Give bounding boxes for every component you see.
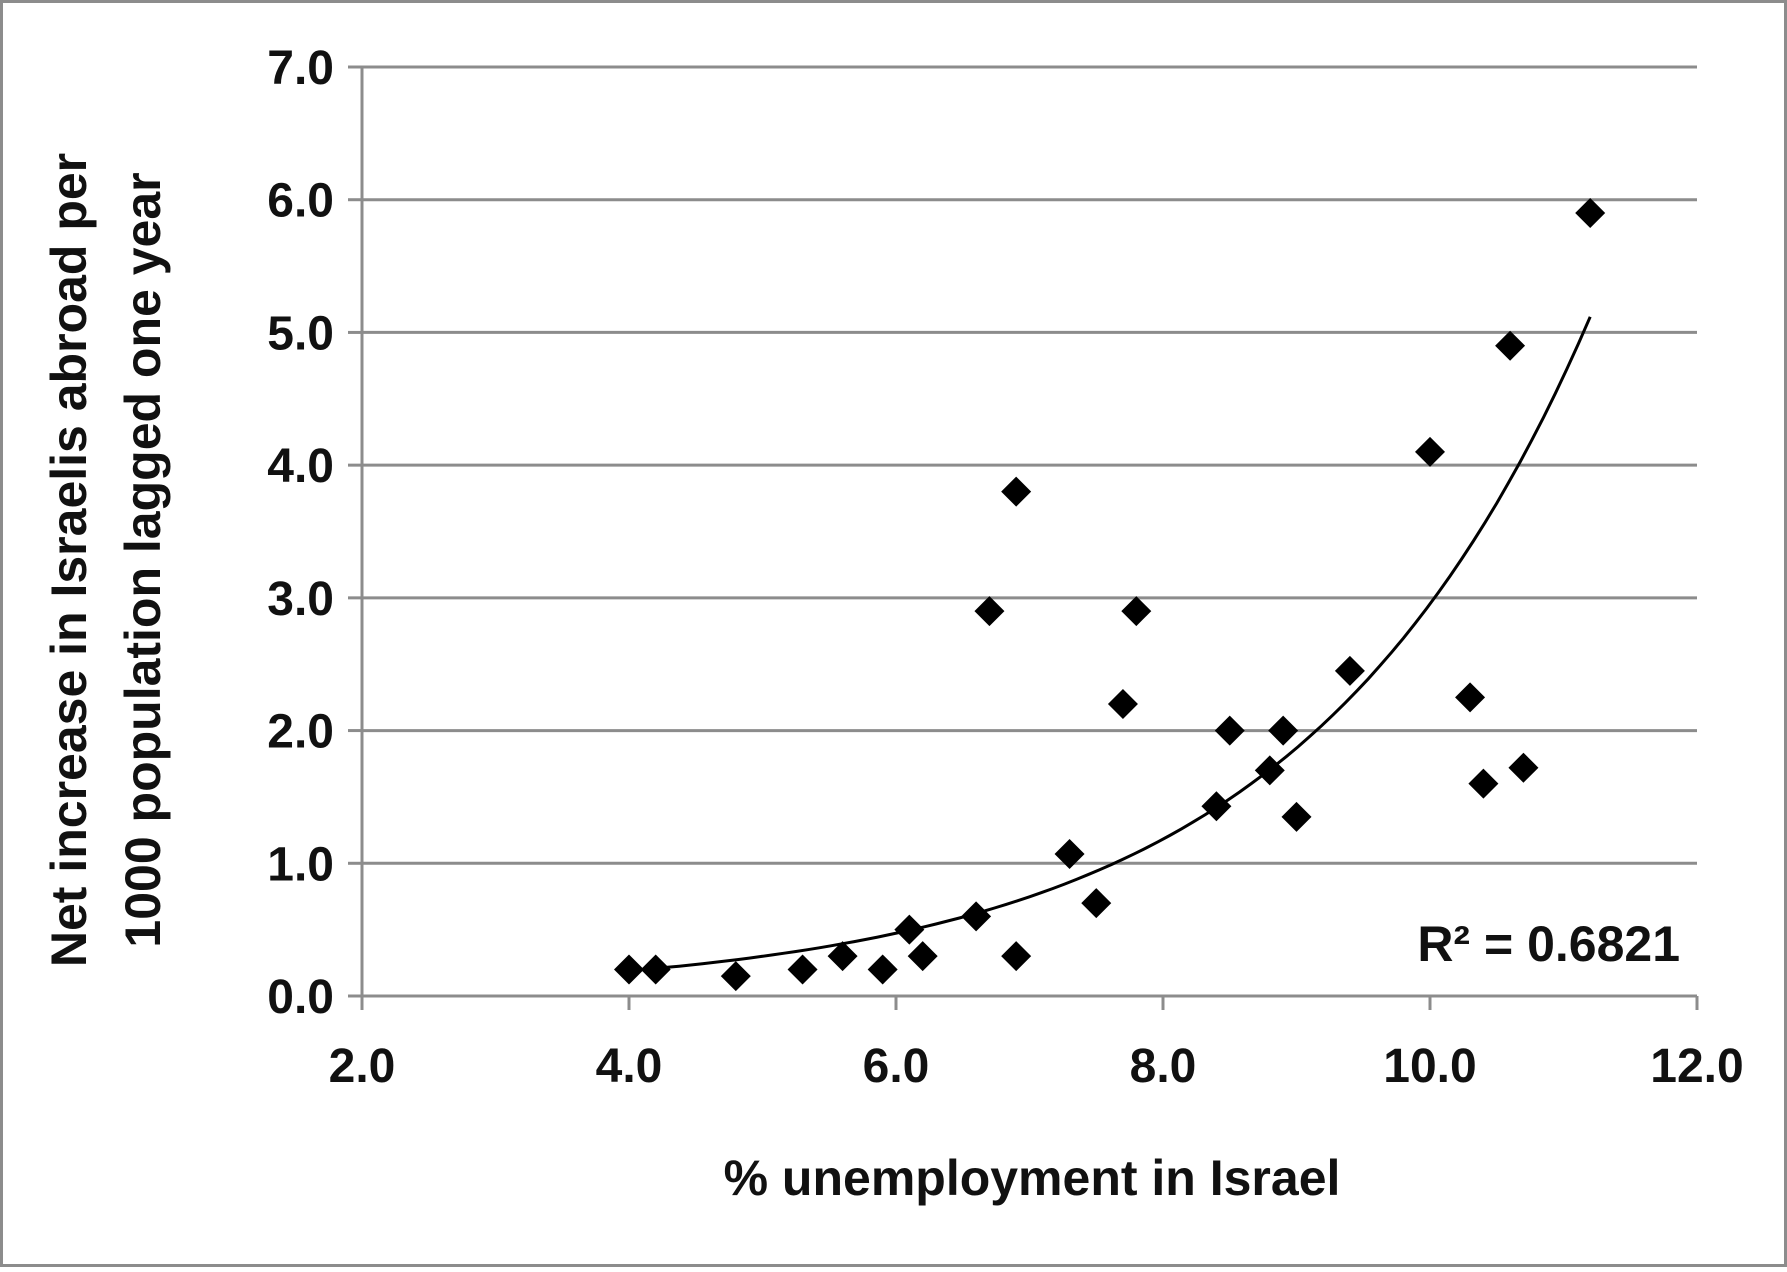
data-points xyxy=(614,197,1606,992)
data-point-2 xyxy=(720,961,751,992)
y-tick-label-4: 4.0 xyxy=(267,440,334,493)
x-tick-label-4: 10.0 xyxy=(1383,1040,1476,1093)
tick-labels: 0.0 1.0 2.0 3.0 4.0 5.0 6.0 7.0 2.0 4.0 6.0 8.0 10.0… xyxy=(267,42,1743,1093)
axes xyxy=(348,65,1699,1010)
y-axis-title-line1: Net increase in Israelis abroad per xyxy=(41,153,97,967)
data-point-0 xyxy=(614,954,644,985)
gridlines xyxy=(362,65,1697,865)
data-point-14 xyxy=(1107,689,1138,720)
data-point-13 xyxy=(1081,888,1112,919)
data-point-8 xyxy=(961,901,992,932)
x-tick-label-1: 4.0 xyxy=(596,1040,663,1093)
data-point-12 xyxy=(1054,838,1085,869)
data-point-21 xyxy=(1334,655,1365,686)
data-point-18 xyxy=(1254,755,1285,786)
data-point-17 xyxy=(1214,715,1245,746)
y-tick-label-6: 6.0 xyxy=(267,175,334,228)
data-point-6 xyxy=(894,914,925,945)
x-tick-label-0: 2.0 xyxy=(329,1040,396,1093)
data-point-20 xyxy=(1281,801,1312,832)
data-point-7 xyxy=(907,941,938,972)
data-point-24 xyxy=(1468,768,1499,799)
data-point-15 xyxy=(1121,596,1152,627)
x-tick-label-5: 12.0 xyxy=(1650,1040,1743,1093)
data-point-23 xyxy=(1455,682,1486,713)
data-point-10 xyxy=(1001,476,1032,507)
data-point-4 xyxy=(827,941,858,972)
r-squared-label: R² = 0.6821 xyxy=(1417,916,1680,972)
data-point-19 xyxy=(1268,715,1299,746)
x-tick-label-3: 8.0 xyxy=(1130,1040,1197,1093)
data-point-22 xyxy=(1415,436,1445,467)
data-point-26 xyxy=(1508,752,1539,783)
trendline-layer xyxy=(655,316,1592,970)
data-point-27 xyxy=(1575,197,1606,228)
y-tick-label-7: 7.0 xyxy=(267,42,334,95)
data-point-1 xyxy=(640,954,671,985)
y-tick-label-0: 0.0 xyxy=(267,971,334,1024)
data-point-25 xyxy=(1495,330,1526,361)
data-point-3 xyxy=(787,954,818,985)
y-axis-title-line2: 1000 population lagged one year xyxy=(115,172,171,947)
y-tick-label-5: 5.0 xyxy=(267,307,334,360)
trendline xyxy=(655,316,1592,970)
data-point-16 xyxy=(1201,791,1232,822)
y-tick-label-3: 3.0 xyxy=(267,573,334,626)
x-axis-title: % unemployment in Israel xyxy=(724,1150,1341,1206)
data-point-11 xyxy=(1001,941,1032,972)
y-tick-label-1: 1.0 xyxy=(267,838,334,891)
data-point-5 xyxy=(867,954,898,985)
y-tick-label-2: 2.0 xyxy=(267,706,334,759)
data-point-9 xyxy=(974,596,1005,627)
x-tick-label-2: 6.0 xyxy=(863,1040,930,1093)
